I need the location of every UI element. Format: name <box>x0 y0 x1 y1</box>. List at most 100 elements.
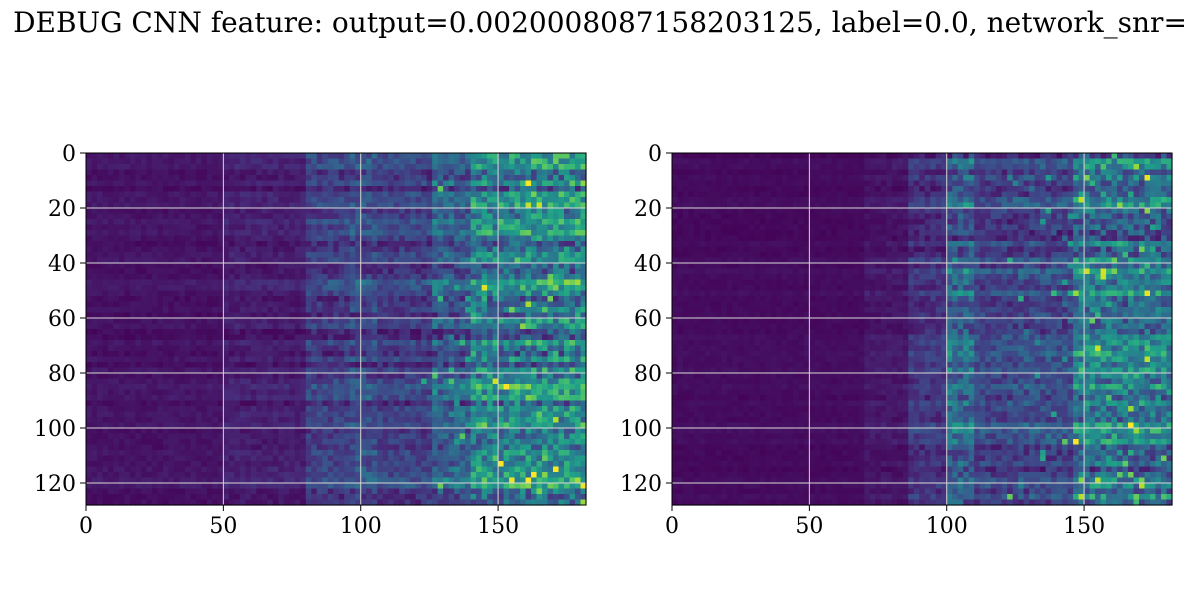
heatmap-cell <box>201 428 208 435</box>
heatmap-cell <box>421 219 428 226</box>
heatmap-cell <box>151 268 159 275</box>
heatmap-cell <box>239 197 246 204</box>
heatmap-cell <box>86 406 93 413</box>
heatmap-cell <box>355 296 362 303</box>
heatmap-cell <box>86 340 93 347</box>
heatmap-cell <box>421 384 428 391</box>
heatmap-cell <box>454 186 461 193</box>
heatmap-cell <box>300 378 307 385</box>
heatmap-cell <box>476 301 483 308</box>
heatmap-cell <box>206 175 213 182</box>
heatmap-cell <box>311 191 318 198</box>
heatmap-cell <box>399 301 406 308</box>
heatmap-cell <box>492 296 499 303</box>
heatmap-cell <box>118 252 126 259</box>
heatmap-cell <box>454 274 461 281</box>
heatmap-cell <box>294 345 301 352</box>
heatmap-cell <box>162 307 170 314</box>
heatmap-cell <box>86 318 93 325</box>
heatmap-cell <box>300 329 307 336</box>
heatmap-cell <box>195 191 202 198</box>
heatmap-cell <box>492 450 499 457</box>
heatmap-cell <box>525 158 532 165</box>
heatmap-cell <box>382 241 389 248</box>
heatmap-cell <box>432 400 439 407</box>
heatmap-cell <box>168 175 175 182</box>
heatmap-cell <box>333 356 340 363</box>
heatmap-cell <box>349 268 356 275</box>
heatmap-cell <box>355 169 362 176</box>
heatmap-cell <box>278 395 285 402</box>
heatmap-cell <box>173 395 180 402</box>
heatmap-cell <box>327 274 334 281</box>
heatmap-cell <box>168 274 175 281</box>
heatmap-cell <box>514 235 521 242</box>
heatmap-cell <box>344 345 351 352</box>
heatmap-cell <box>162 323 170 330</box>
heatmap-cell <box>261 290 268 297</box>
heatmap-cell <box>239 422 246 429</box>
heatmap-cell <box>195 318 202 325</box>
heatmap-cell <box>333 213 340 220</box>
heatmap-cell <box>190 263 197 270</box>
heatmap-cell <box>239 312 246 319</box>
heatmap-cell <box>503 439 510 446</box>
heatmap-cell <box>250 307 257 314</box>
heatmap-cell <box>476 373 483 380</box>
heatmap-cell <box>162 450 170 457</box>
heatmap-cell <box>173 318 180 325</box>
heatmap-cell <box>349 296 356 303</box>
heatmap-cell <box>206 180 213 187</box>
heatmap-cell <box>503 422 510 429</box>
heatmap-cell <box>91 367 98 374</box>
heatmap-cell <box>503 241 510 248</box>
heatmap-cell <box>437 307 444 314</box>
heatmap-cell <box>558 362 565 369</box>
heatmap-cell <box>437 329 444 336</box>
heatmap-cell <box>355 213 362 220</box>
heatmap-cell <box>184 378 191 385</box>
heatmap-cell <box>476 235 483 242</box>
heatmap-cell <box>514 252 521 259</box>
heatmap-cell <box>437 241 444 248</box>
heatmap-cell <box>514 202 521 209</box>
heatmap-cell <box>239 164 246 171</box>
heatmap-cell <box>289 417 296 424</box>
heatmap-cell <box>146 323 153 330</box>
heatmap-cell <box>514 257 521 264</box>
heatmap-cell <box>168 378 175 385</box>
heatmap-cell <box>234 268 241 275</box>
heatmap-cell <box>575 257 582 264</box>
heatmap-cell <box>520 191 527 198</box>
heatmap-cell <box>118 334 126 341</box>
heatmap-cell <box>410 224 417 231</box>
heatmap-cell <box>168 318 175 325</box>
heatmap-cell <box>234 153 241 160</box>
heatmap-cell <box>531 257 538 264</box>
heatmap-cell <box>157 444 164 451</box>
heatmap-cell <box>465 439 472 446</box>
heatmap-cell <box>382 334 389 341</box>
heatmap-cell <box>283 208 290 215</box>
heatmap-cell <box>217 285 224 292</box>
heatmap-cell <box>300 169 307 176</box>
heatmap-cell <box>382 439 389 446</box>
heatmap-cell <box>503 340 510 347</box>
heatmap-cell <box>201 307 208 314</box>
heatmap-cell <box>454 180 461 187</box>
heatmap-cell <box>498 208 505 215</box>
heatmap-cell <box>217 367 224 374</box>
heatmap-cell <box>569 433 576 440</box>
heatmap-cell <box>344 235 351 242</box>
heatmap-cell <box>520 428 527 435</box>
heatmap-cell <box>206 340 213 347</box>
heatmap-cell <box>377 153 384 160</box>
heatmap-cell <box>157 411 164 418</box>
heatmap-cell <box>184 274 191 281</box>
heatmap-cell <box>487 428 494 435</box>
heatmap-cell <box>102 340 109 347</box>
heatmap-cell <box>212 180 219 187</box>
heatmap-cell <box>575 439 582 446</box>
heatmap-cell <box>146 279 153 286</box>
heatmap-cell <box>195 208 202 215</box>
